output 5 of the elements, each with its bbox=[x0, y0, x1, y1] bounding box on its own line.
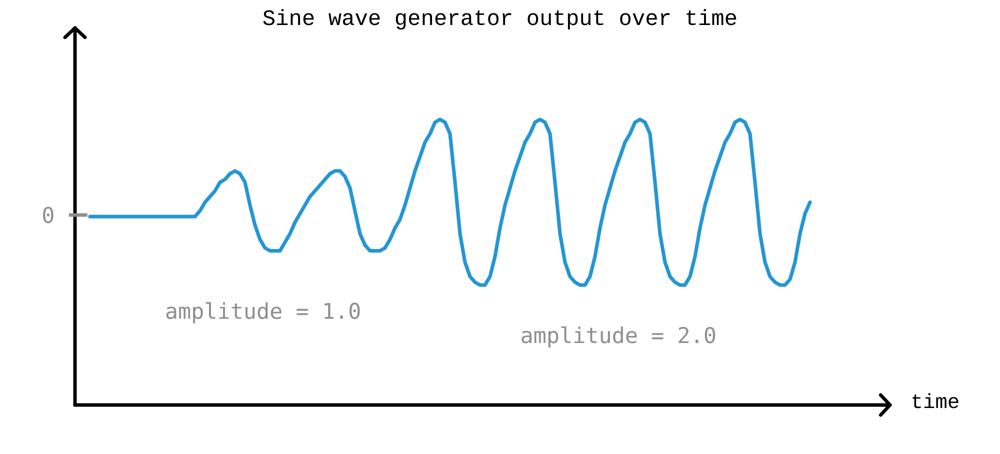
text: 0 bbox=[43, 206, 54, 224]
chart-title: Sine wave generator output over time bbox=[263, 9, 736, 30]
annotation: amplitude = 2.0 bbox=[522, 326, 716, 348]
x-axis-title: time bbox=[912, 393, 958, 408]
annotation: amplitude = 1.0 bbox=[166, 302, 360, 324]
